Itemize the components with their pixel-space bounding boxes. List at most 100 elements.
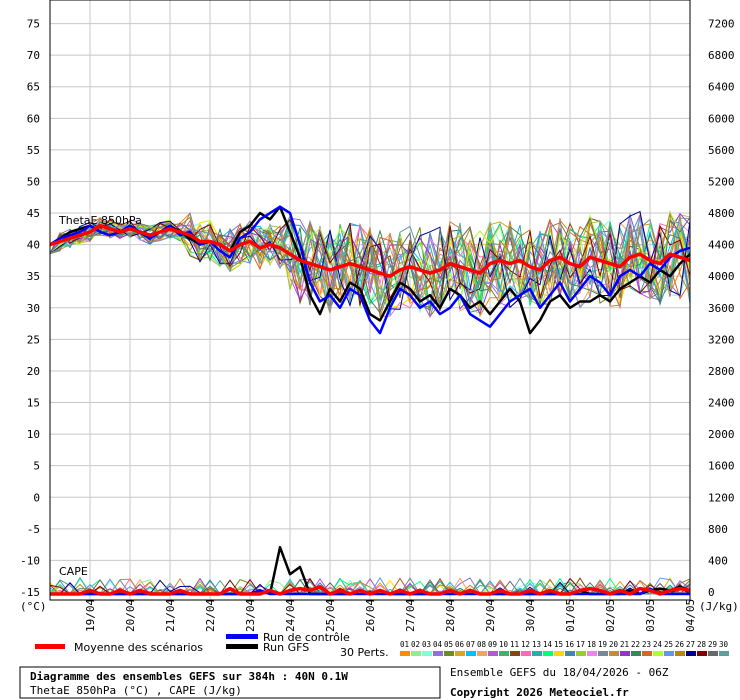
pert-color-swatch [576,651,586,656]
right-tick-label: 400 [708,554,728,567]
pert-color-swatch [675,651,685,656]
legend-control-swatch [226,634,258,639]
thetae-label: ThetaE 850hPa [58,214,142,227]
pert-color-swatch [609,651,619,656]
right-tick-label: 800 [708,523,728,536]
right-tick-label: 2800 [708,365,735,378]
pert-color-swatch [686,651,696,656]
right-tick-label: 4800 [708,207,735,220]
left-tick-label: -5 [27,523,40,536]
date-tick-label: 27/04 [404,599,417,632]
pert-code-label: 21 [620,640,629,649]
pert-color-swatch [554,651,564,656]
left-tick-label: 70 [27,49,40,62]
pert-line [49,213,691,317]
left-tick-label: 25 [27,333,40,346]
pert-code-label: 03 [422,640,431,649]
right-tick-label: 2400 [708,397,735,410]
footer-title: Diagramme des ensembles GEFS sur 384h : … [30,670,348,683]
left-tick-label: 75 [27,18,40,31]
pert-color-swatch [433,651,443,656]
legend-mean-label: Moyenne des scénarios [74,641,203,654]
right-tick-label: 6400 [708,81,735,94]
pert-code-label: 27 [686,640,695,649]
pert-code-label: 25 [664,640,673,649]
right-tick-label: 2000 [708,428,735,441]
pert-code-label: 06 [455,640,465,649]
pert-color-swatch [565,651,575,656]
pert-color-swatch [642,651,652,656]
right-tick-label: 6000 [708,112,735,125]
pert-code-label: 05 [444,640,453,649]
footer-subtitle: ThetaE 850hPa (°C) , CAPE (J/kg) [30,684,242,697]
pert-color-swatch [499,651,509,656]
main-series-lines [49,205,691,596]
pert-color-swatch [488,651,498,656]
series-0-cape [50,585,691,596]
date-tick-label: 04/05 [684,599,697,632]
date-tick-label: 30/04 [524,599,537,632]
pert-color-swatch [532,651,542,656]
right-tick-label: 1200 [708,491,735,504]
pert-color-swatch [719,651,729,656]
pert-line [49,218,691,311]
pert-color-swatch [400,651,410,656]
pert-line [49,215,691,314]
pert-color-swatch [422,651,432,656]
left-tick-label: 40 [27,239,40,252]
pert-color-swatch [543,651,553,656]
pert-color-swatch [598,651,608,656]
pert-code-label: 01 [400,640,409,649]
date-tick-label: 28/04 [444,599,457,632]
right-tick-label: 5600 [708,144,735,157]
left-tick-label: -10 [20,554,40,567]
date-tick-label: 24/04 [284,599,297,632]
pert-code-label: 14 [543,640,553,649]
pert-color-legend: 01 02 03 04 05 06 07 08 09 10 11 12 13 14 15 16 17 18 19 20… [400,640,729,656]
pert-color-swatch [708,651,718,656]
right-tick-label: 6800 [708,49,735,62]
pert-code-label: 24 [653,640,663,649]
pert-code-label: 09 [488,640,497,649]
right-tick-label: 4400 [708,239,735,252]
copyright: Copyright 2026 Meteociel.fr [450,686,629,699]
pert-line [49,218,691,310]
right-tick-label: 0 [708,586,715,599]
pert-color-swatch [477,651,487,656]
left-tick-label: 0 [33,491,40,504]
pert-code-label: 30 [719,640,729,649]
legend-perts-label: 30 Perts. [340,646,389,659]
left-tick-label: 45 [27,207,40,220]
right-axis-unit: (J/kg) [699,600,739,613]
pert-color-swatch [697,651,707,656]
pert-color-swatch [587,651,597,656]
right-tick-label: 3600 [708,302,735,315]
pert-color-swatch [444,651,454,656]
pert-line [49,217,691,309]
right-tick-label: 4000 [708,270,735,283]
date-tick-label: 21/04 [164,599,177,632]
pert-color-swatch [653,651,663,656]
pert-code-label: 29 [708,640,717,649]
legend: Moyenne des scénarios Run de contrôle Ru… [35,631,729,659]
right-tick-label: 3200 [708,333,735,346]
pert-code-label: 11 [510,640,519,649]
pert-line [49,217,691,314]
pert-code-label: 20 [609,640,619,649]
pert-color-swatch [631,651,641,656]
axis-ticks: -15 0 -10 400 -5 800 0 1200 5 1600 10 2000 15 2400 20 2… [20,18,735,632]
left-tick-label: 15 [27,397,40,410]
pert-code-label: 18 [587,640,597,649]
pert-code-label: 28 [697,640,707,649]
date-tick-label: 22/04 [204,599,217,632]
date-tick-label: 25/04 [324,599,337,632]
pert-code-label: 04 [433,640,443,649]
pert-color-swatch [664,651,674,656]
footer-box [19,666,441,699]
legend-gfs-label: Run GFS [263,641,309,654]
pert-code-label: 10 [499,640,509,649]
date-tick-label: 03/05 [644,599,657,632]
left-tick-label: 50 [27,175,40,188]
pert-code-label: 19 [598,640,607,649]
